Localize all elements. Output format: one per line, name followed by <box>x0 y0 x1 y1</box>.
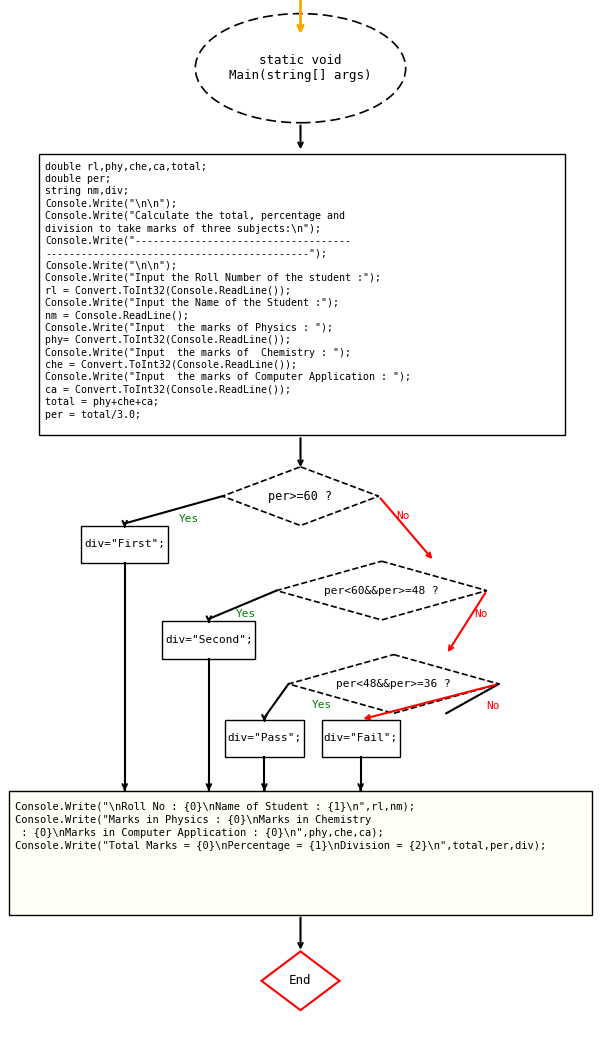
Text: static void
Main(string[] args): static void Main(string[] args) <box>229 55 372 82</box>
FancyBboxPatch shape <box>162 621 255 659</box>
FancyBboxPatch shape <box>81 526 168 563</box>
Text: double rl,phy,che,ca,total;
double per;
string nm,div;
Console.Write("\n\n");
Co: double rl,phy,che,ca,total; double per; … <box>45 162 411 420</box>
Text: div="Fail";: div="Fail"; <box>323 733 398 744</box>
Text: div="First";: div="First"; <box>84 539 165 550</box>
Text: Yes: Yes <box>311 700 332 710</box>
Text: No: No <box>486 701 499 711</box>
FancyBboxPatch shape <box>322 720 400 757</box>
Text: Yes: Yes <box>179 514 200 524</box>
Text: No: No <box>396 511 409 521</box>
Text: No: No <box>474 608 487 619</box>
Text: div="Pass";: div="Pass"; <box>227 733 302 744</box>
Text: per>=60 ?: per>=60 ? <box>269 490 332 502</box>
Text: Yes: Yes <box>236 608 257 619</box>
Text: per<48&&per>=36 ?: per<48&&per>=36 ? <box>337 679 451 689</box>
FancyBboxPatch shape <box>225 720 304 757</box>
Text: End: End <box>289 975 312 987</box>
FancyBboxPatch shape <box>9 791 592 915</box>
Text: per<60&&per>=48 ?: per<60&&per>=48 ? <box>325 585 439 596</box>
Text: div="Second";: div="Second"; <box>165 635 253 645</box>
FancyBboxPatch shape <box>39 154 565 435</box>
Text: Console.Write("\nRoll No : {0}\nName of Student : {1}\n",rl,nm);
Console.Write(": Console.Write("\nRoll No : {0}\nName of … <box>15 801 546 851</box>
